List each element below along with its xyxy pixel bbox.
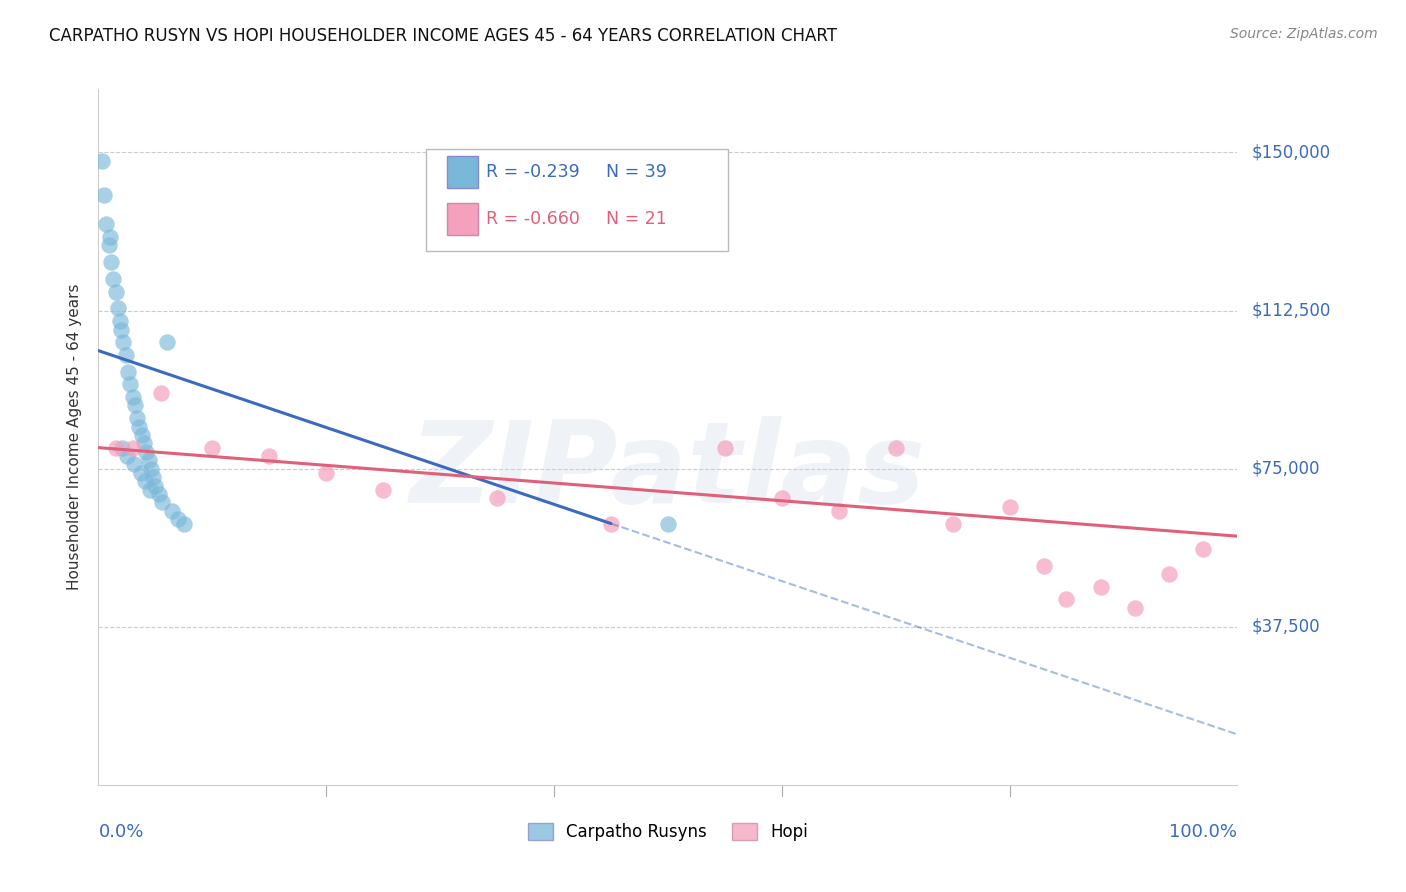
Point (315, 466, 337, 480)
Point (110, 322, 132, 336)
Point (132, 436, 155, 450)
Point (162, 504, 184, 518)
Point (114, 348, 136, 362)
Point (135, 445, 157, 459)
Point (100, 255, 122, 269)
Point (657, 516, 679, 531)
Point (156, 335, 179, 350)
Point (828, 504, 851, 518)
Text: N = 21: N = 21 (606, 211, 666, 228)
Point (1123, 600, 1146, 615)
Point (148, 487, 170, 501)
Text: $150,000: $150,000 (1251, 144, 1330, 161)
Point (93, 187, 115, 202)
Point (97, 238, 120, 252)
Point (138, 453, 160, 467)
Text: CARPATHO RUSYN VS HOPI HOUSEHOLDER INCOME AGES 45 - 64 YEARS CORRELATION CHART: CARPATHO RUSYN VS HOPI HOUSEHOLDER INCOM… (49, 27, 837, 45)
Text: R = -0.239: R = -0.239 (486, 163, 581, 181)
Point (150, 495, 173, 509)
Point (1056, 592, 1078, 607)
Point (117, 365, 139, 379)
Point (107, 301, 129, 316)
Point (121, 390, 143, 404)
Text: $112,500: $112,500 (1251, 301, 1330, 319)
Point (1192, 541, 1215, 556)
Text: N = 39: N = 39 (606, 163, 666, 181)
Text: $75,000: $75,000 (1251, 459, 1320, 478)
Point (122, 458, 145, 472)
Y-axis label: Householder Income Ages 45 - 64 years: Householder Income Ages 45 - 64 years (67, 284, 83, 591)
Point (167, 512, 190, 526)
Point (201, 441, 224, 455)
Point (1090, 580, 1112, 594)
Point (998, 500, 1021, 514)
Text: ZIPatlas: ZIPatlas (409, 417, 927, 527)
Point (112, 335, 135, 350)
Point (90, 153, 112, 168)
Text: R = -0.660: R = -0.660 (486, 211, 581, 228)
Point (600, 516, 623, 531)
Point (131, 428, 153, 442)
Legend: Carpatho Rusyns, Hopi: Carpatho Rusyns, Hopi (523, 818, 813, 847)
Point (142, 470, 165, 484)
Point (145, 478, 167, 492)
Point (942, 516, 965, 531)
Point (115, 449, 138, 463)
Point (121, 441, 143, 455)
Point (770, 491, 793, 506)
Point (1157, 567, 1180, 582)
Point (127, 411, 149, 425)
Point (173, 516, 195, 531)
Point (128, 419, 150, 434)
Text: 100.0%: 100.0% (1170, 823, 1237, 841)
Point (96, 217, 118, 231)
Point (139, 461, 162, 475)
Point (104, 285, 127, 299)
Point (714, 441, 737, 455)
Point (1032, 558, 1054, 573)
Point (150, 385, 173, 400)
Point (104, 441, 127, 455)
Point (486, 491, 509, 506)
Point (124, 399, 146, 413)
Point (120, 377, 142, 392)
Point (884, 441, 907, 455)
Point (108, 314, 131, 328)
Point (134, 475, 156, 489)
Point (259, 449, 281, 463)
Point (98, 229, 121, 244)
Point (103, 272, 125, 286)
Text: 0.0%: 0.0% (98, 823, 143, 841)
Text: $37,500: $37,500 (1251, 618, 1320, 636)
Point (111, 441, 134, 455)
Text: Source: ZipAtlas.com: Source: ZipAtlas.com (1230, 27, 1378, 41)
Point (371, 483, 394, 497)
Point (138, 483, 160, 497)
Point (129, 466, 152, 480)
